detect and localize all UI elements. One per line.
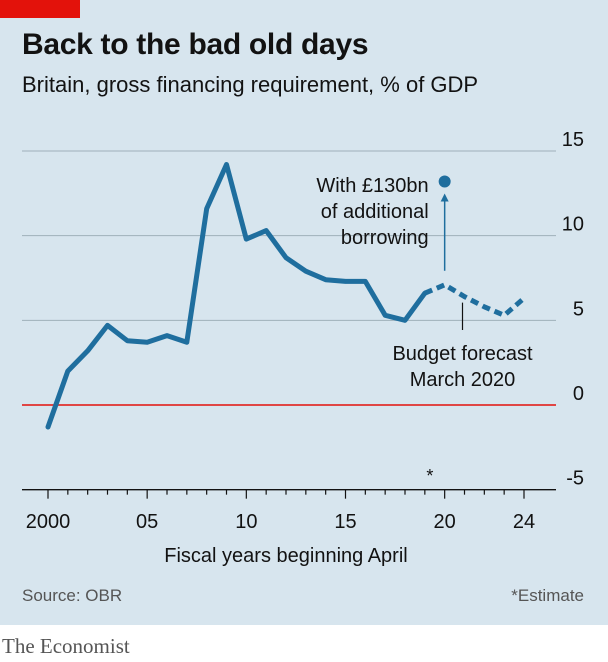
forecast-line	[423, 282, 526, 318]
x-tick-label: 24	[513, 511, 535, 533]
chart-title: Back to the bad old days	[22, 28, 369, 61]
forecast-annotation-line: March 2020	[410, 369, 516, 391]
chart-plot: 15 10 5 0 -5 2000 05 10 15 20 24 Fiscal years begi…	[22, 129, 584, 567]
borrowing-annotation-line: of additional	[321, 201, 429, 223]
arrow-head	[440, 193, 449, 202]
x-axis: 2000 05 10 15 20 24 Fiscal years beginning Apr…	[26, 466, 535, 567]
brand-logo: The Economist	[2, 634, 130, 658]
y-axis-labels: 15 10 5 0 -5	[562, 129, 584, 490]
y-tick-label: 5	[573, 298, 584, 320]
actual-line	[45, 162, 428, 430]
forecast-annotation-line: Budget forecast	[392, 343, 533, 365]
source-note: Source: OBR	[22, 586, 123, 605]
grid-lines	[22, 150, 556, 491]
estimate-footnote: *Estimate	[511, 586, 584, 605]
y-tick-label: 15	[562, 129, 584, 151]
x-tick-label: 20	[434, 511, 456, 533]
y-tick-label: 0	[573, 383, 584, 405]
y-tick-label: -5	[566, 468, 584, 490]
x-tick-label: 10	[235, 511, 257, 533]
annotations: With £130bn of additional borrowing Budget …	[316, 175, 533, 391]
estimate-marker: *	[426, 466, 433, 486]
borrowing-point	[438, 175, 451, 188]
x-tick-label: 2000	[26, 511, 71, 533]
chart-subtitle: Britain, gross financing requirement, % …	[22, 72, 479, 97]
x-axis-title: Fiscal years beginning April	[164, 545, 407, 567]
borrowing-annotation-line: With £130bn	[316, 175, 428, 197]
x-tick-label: 15	[334, 511, 356, 533]
y-tick-label: 10	[562, 214, 584, 236]
x-tick-label: 05	[136, 511, 158, 533]
series-lines	[45, 162, 526, 430]
brand-red-tab	[0, 0, 80, 18]
borrowing-annotation-line: borrowing	[341, 227, 429, 249]
